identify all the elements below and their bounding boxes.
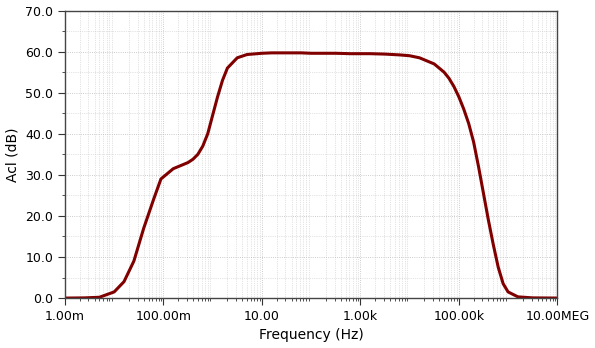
X-axis label: Frequency (Hz): Frequency (Hz) bbox=[259, 329, 364, 342]
Y-axis label: Acl (dB): Acl (dB) bbox=[5, 127, 20, 182]
